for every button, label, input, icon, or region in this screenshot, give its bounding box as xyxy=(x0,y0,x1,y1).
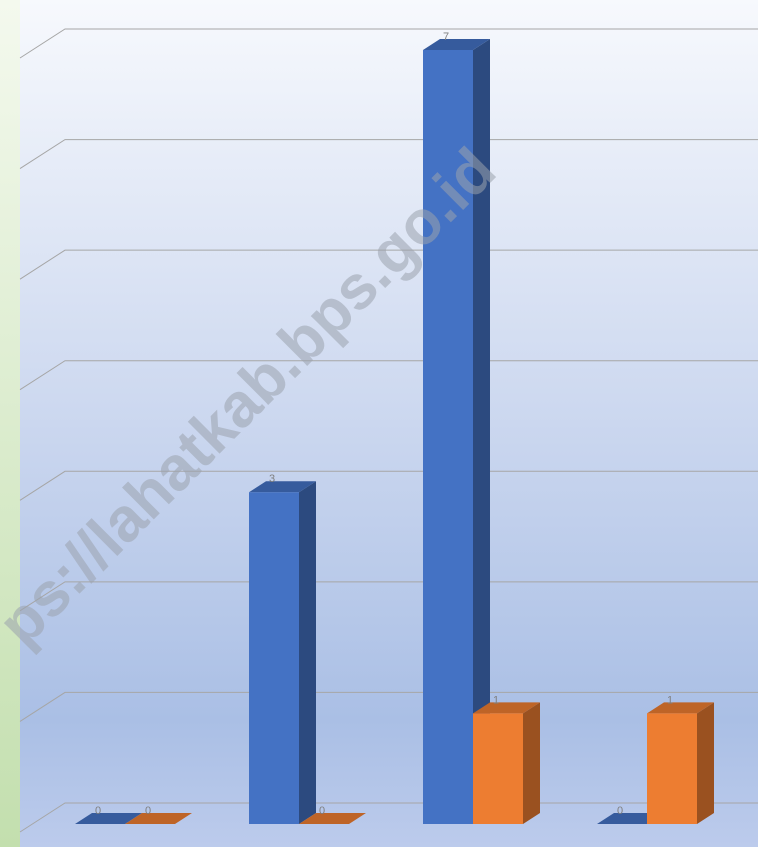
bar-face xyxy=(249,481,316,493)
bar xyxy=(249,481,316,824)
bar-face xyxy=(523,702,540,824)
bar xyxy=(299,813,366,824)
bar-face xyxy=(249,492,299,824)
grid-line xyxy=(19,249,758,280)
bar-face xyxy=(299,481,316,824)
bar xyxy=(647,702,714,824)
data-label: 0 xyxy=(95,805,101,817)
data-label: 1 xyxy=(493,694,499,706)
bar-face xyxy=(697,702,714,824)
grid-line xyxy=(19,581,758,612)
bar-face xyxy=(423,50,473,824)
bar-face xyxy=(299,813,366,824)
data-label: 3 xyxy=(269,473,275,485)
data-label: 7 xyxy=(443,31,449,43)
bar xyxy=(473,702,540,824)
bar-face xyxy=(125,813,192,824)
bar-face xyxy=(75,813,142,824)
bar-face xyxy=(647,713,697,824)
grid-line xyxy=(19,139,758,169)
grid-line xyxy=(19,691,758,722)
data-label: 0 xyxy=(319,805,325,817)
grid-line xyxy=(19,28,758,59)
data-label: 0 xyxy=(145,805,151,817)
grid-line xyxy=(19,360,758,391)
data-label: 0 xyxy=(617,805,623,817)
grid-line xyxy=(19,470,758,501)
bar xyxy=(75,813,142,824)
bar-face xyxy=(423,39,490,50)
bar xyxy=(423,39,490,824)
bar-face xyxy=(473,39,490,824)
data-label: 1 xyxy=(667,694,673,706)
bar-face xyxy=(647,702,714,714)
bar-face xyxy=(473,713,523,824)
bar-face xyxy=(473,702,540,714)
bar xyxy=(125,813,192,824)
side-strip xyxy=(0,0,20,847)
